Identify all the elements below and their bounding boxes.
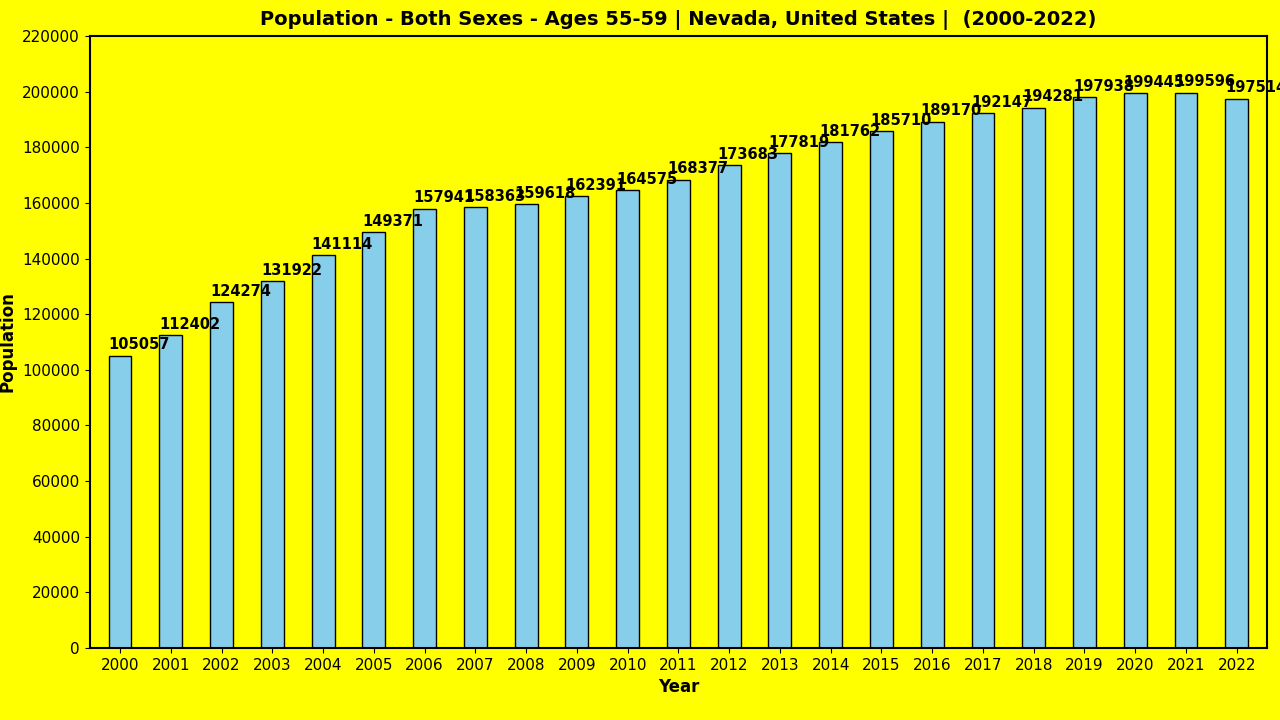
Bar — [667, 179, 690, 648]
Bar — [463, 207, 486, 648]
Text: 197514: 197514 — [1225, 80, 1280, 95]
Text: 112402: 112402 — [160, 317, 220, 332]
Text: 189170: 189170 — [920, 104, 982, 118]
Text: 105057: 105057 — [109, 338, 170, 352]
Text: 194281: 194281 — [1023, 89, 1083, 104]
Bar — [1073, 97, 1096, 648]
Text: 199596: 199596 — [1175, 74, 1235, 89]
Bar — [972, 114, 995, 648]
Text: 141114: 141114 — [311, 237, 372, 252]
Bar — [870, 131, 893, 648]
Bar — [1175, 93, 1197, 648]
Text: 157941: 157941 — [413, 190, 475, 205]
Text: 185710: 185710 — [870, 113, 932, 128]
Bar — [768, 153, 791, 648]
Title: Population - Both Sexes - Ages 55-59 | Nevada, United States |  (2000-2022): Population - Both Sexes - Ages 55-59 | N… — [260, 10, 1097, 30]
Text: 162391: 162391 — [566, 178, 626, 193]
Text: 131922: 131922 — [261, 263, 321, 278]
X-axis label: Year: Year — [658, 678, 699, 696]
Bar — [210, 302, 233, 648]
Bar — [109, 356, 132, 648]
Text: 197938: 197938 — [1073, 79, 1134, 94]
Text: 124274: 124274 — [210, 284, 271, 299]
Text: 192147: 192147 — [972, 95, 1033, 110]
Bar — [616, 190, 639, 648]
Text: 164575: 164575 — [616, 172, 677, 187]
Bar — [413, 209, 436, 648]
Text: 199445: 199445 — [1124, 75, 1185, 90]
Text: 149371: 149371 — [362, 214, 424, 229]
Bar — [1023, 107, 1046, 648]
Text: 173683: 173683 — [718, 146, 778, 161]
Bar — [160, 336, 182, 648]
Text: 158363: 158363 — [463, 189, 525, 204]
Text: 159618: 159618 — [515, 186, 576, 201]
Text: 168377: 168377 — [667, 161, 728, 176]
Bar — [1225, 99, 1248, 648]
Bar — [1124, 93, 1147, 648]
Bar — [362, 233, 385, 648]
Y-axis label: Population: Population — [0, 292, 17, 392]
Bar — [920, 122, 943, 648]
Bar — [261, 281, 284, 648]
Bar — [311, 256, 334, 648]
Text: 177819: 177819 — [768, 135, 829, 150]
Bar — [515, 204, 538, 648]
Bar — [819, 143, 842, 648]
Bar — [718, 165, 741, 648]
Bar — [566, 197, 589, 648]
Text: 181762: 181762 — [819, 124, 881, 139]
